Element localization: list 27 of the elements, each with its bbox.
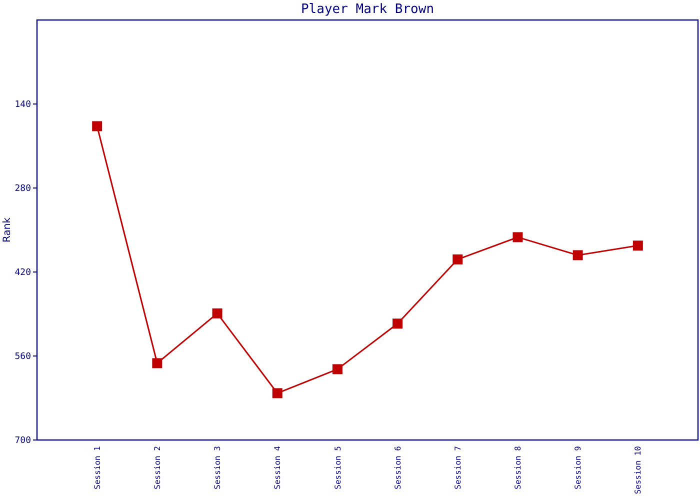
point (332, 364, 342, 374)
point (452, 254, 463, 264)
point (92, 121, 102, 132)
point (152, 358, 162, 368)
point (212, 308, 222, 318)
y-tick-label: 700 (14, 436, 31, 446)
x-tick-label: Session 9 (574, 446, 583, 490)
point (272, 388, 282, 398)
point (512, 232, 523, 242)
point (572, 250, 583, 260)
y-axis-title: Rank (2, 217, 13, 242)
y-tick-label: 280 (14, 184, 31, 194)
x-tick-label: Session 1 (92, 446, 102, 490)
y-tick-label: 420 (14, 268, 31, 278)
point (632, 240, 643, 251)
y-tick-label: 140 (14, 100, 31, 110)
y-tick-label: 560 (14, 352, 31, 362)
x-tick-label: Session 3 (213, 446, 222, 490)
x-tick-label: Session 5 (333, 446, 342, 490)
x-tick-label: Session 10 (634, 446, 643, 494)
x-tick-label: Session 6 (393, 446, 402, 490)
point (392, 318, 403, 329)
x-tick-label: Session 4 (273, 446, 282, 490)
chart-title: Player Mark Brown (300, 2, 434, 17)
x-tick-label: Session 8 (514, 446, 523, 490)
x-tick-label: Session 7 (453, 446, 462, 490)
x-tick-label: Session 2 (152, 446, 162, 490)
